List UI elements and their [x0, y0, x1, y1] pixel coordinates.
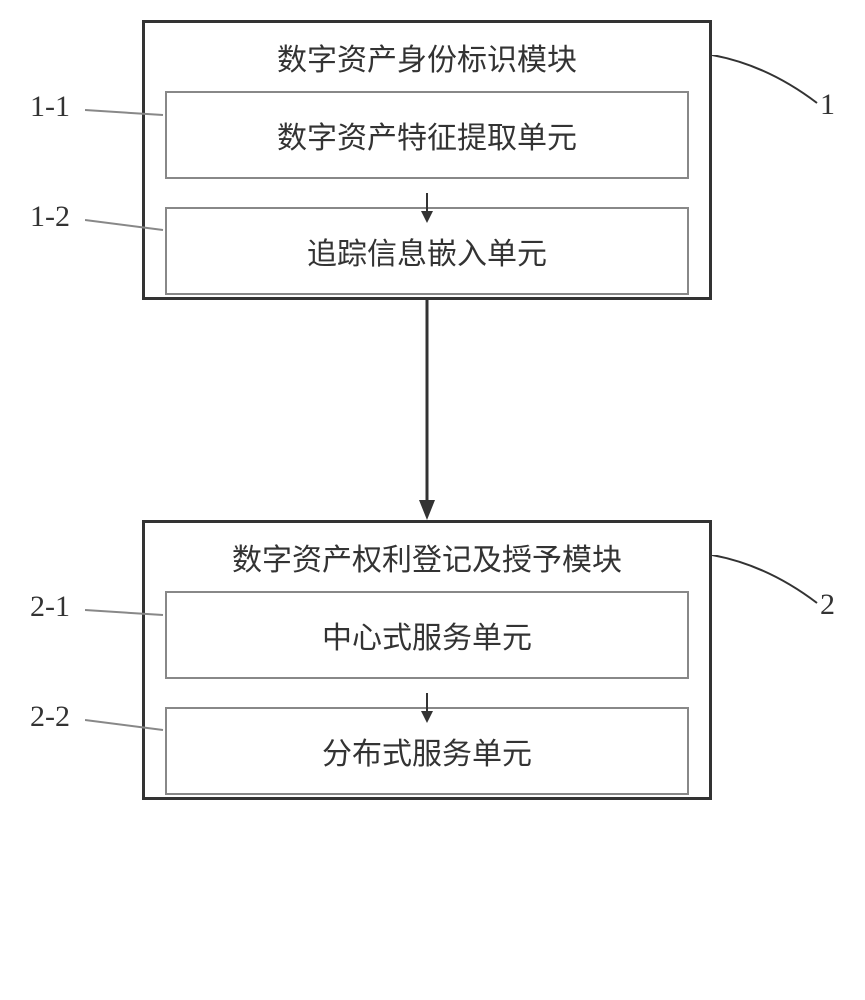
label-1-1: 1-1: [30, 90, 70, 124]
module-identity-title: 数字资产身份标识模块: [145, 23, 709, 87]
connector-line: [85, 105, 165, 125]
connector-line: [85, 715, 165, 735]
label-2-2: 2-2: [30, 700, 70, 734]
label-1: 1: [820, 88, 835, 122]
connector-line: [85, 215, 165, 235]
arrow-down-icon: [417, 193, 437, 223]
module-rights-title: 数字资产权利登记及授予模块: [145, 523, 709, 587]
label-1-2: 1-2: [30, 200, 70, 234]
label-2: 2: [820, 588, 835, 622]
curve-connector: [712, 555, 822, 615]
curve-connector: [712, 55, 822, 115]
arrow-down-large-icon: [417, 300, 437, 520]
module-rights-registration: 数字资产权利登记及授予模块 中心式服务单元 分布式服务单元: [142, 520, 712, 800]
module-identity: 数字资产身份标识模块 数字资产特征提取单元 追踪信息嵌入单元: [142, 20, 712, 300]
label-2-1: 2-1: [30, 590, 70, 624]
arrow-down-icon: [417, 693, 437, 723]
unit-feature-extraction: 数字资产特征提取单元: [165, 91, 689, 179]
connector-line: [85, 605, 165, 625]
unit-central-service: 中心式服务单元: [165, 591, 689, 679]
